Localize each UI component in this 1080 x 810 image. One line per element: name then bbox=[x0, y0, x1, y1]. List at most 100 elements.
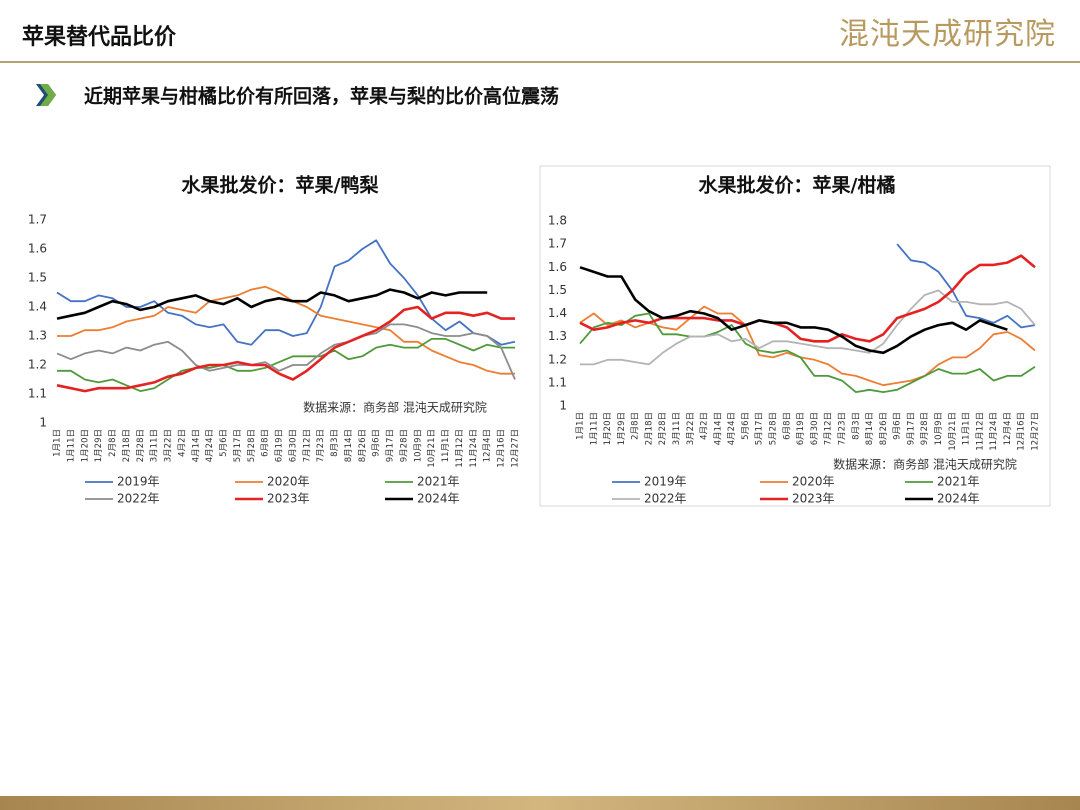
x-tick-label: 5月17日 bbox=[755, 412, 765, 445]
x-tick-label: 1月1日 bbox=[53, 429, 63, 457]
legend-label: 2023年 bbox=[267, 492, 310, 506]
x-tick-label: 2月18日 bbox=[122, 429, 132, 462]
x-tick-label: 4月14日 bbox=[713, 412, 723, 445]
x-tick-label: 1月11日 bbox=[589, 412, 599, 445]
legend-label: 2020年 bbox=[792, 475, 835, 489]
y-tick-label: 1.4 bbox=[28, 300, 47, 314]
y-tick-label: 1.1 bbox=[28, 387, 47, 401]
x-tick-label: 11月24日 bbox=[469, 429, 479, 468]
x-tick-label: 6月19日 bbox=[796, 412, 806, 445]
x-tick-label: 9月17日 bbox=[906, 412, 916, 445]
x-tick-label: 1月29日 bbox=[94, 429, 104, 462]
x-tick-label: 7月12日 bbox=[302, 429, 312, 462]
x-tick-label: 5月28日 bbox=[247, 429, 257, 462]
x-tick-label: 5月6日 bbox=[741, 412, 751, 440]
legend-label: 2022年 bbox=[644, 492, 687, 506]
x-tick-label: 2月18日 bbox=[644, 412, 654, 445]
series-line bbox=[56, 288, 488, 320]
x-tick-label: 9月6日 bbox=[372, 429, 382, 457]
logo: 混沌天成研究院 bbox=[839, 17, 1056, 52]
series-line bbox=[580, 289, 1036, 366]
x-tick-label: 7月23日 bbox=[316, 429, 326, 462]
series-line bbox=[579, 312, 1036, 393]
x-tick-label: 2月28日 bbox=[658, 412, 668, 445]
x-tick-label: 8月3日 bbox=[330, 429, 340, 457]
x-tick-label: 12月16日 bbox=[1017, 412, 1027, 451]
chart-title: 水果批发价：苹果/鸭梨 bbox=[182, 174, 380, 197]
x-tick-label: 10月9日 bbox=[934, 412, 944, 445]
x-tick-label: 12月4日 bbox=[483, 429, 493, 462]
x-tick-label: 4月24日 bbox=[727, 412, 737, 445]
x-tick-label: 6月30日 bbox=[288, 429, 298, 462]
x-tick-label: 5月28日 bbox=[769, 412, 779, 445]
x-tick-label: 6月8日 bbox=[782, 412, 792, 440]
x-tick-label: 5月17日 bbox=[233, 429, 243, 462]
x-tick-label: 3月22日 bbox=[164, 429, 174, 462]
x-tick-label: 1月20日 bbox=[603, 412, 613, 445]
x-tick-label: 1月29日 bbox=[617, 412, 627, 445]
x-tick-label: 8月26日 bbox=[879, 412, 889, 445]
x-tick-label: 11月12日 bbox=[975, 412, 985, 451]
legend-label: 2021年 bbox=[937, 475, 980, 489]
legend-label: 2024年 bbox=[417, 492, 460, 506]
bullet-icon-accent bbox=[40, 84, 56, 106]
source-note: 数据来源：商务部 混沌天成研究院 bbox=[303, 400, 487, 415]
x-tick-label: 10月21日 bbox=[948, 412, 958, 451]
series-line bbox=[57, 285, 515, 375]
series-line bbox=[57, 338, 515, 392]
legend-label: 2022年 bbox=[117, 492, 160, 506]
y-tick-label: 1.6 bbox=[548, 260, 567, 274]
x-tick-label: 2月8日 bbox=[108, 429, 118, 457]
x-tick-label: 2月28日 bbox=[136, 429, 146, 462]
x-tick-label: 11月1日 bbox=[441, 429, 451, 462]
x-tick-label: 11月12日 bbox=[455, 429, 465, 468]
footer-bar bbox=[0, 796, 1080, 810]
x-tick-label: 4月24日 bbox=[205, 429, 215, 462]
x-tick-label: 3月11日 bbox=[672, 412, 682, 445]
x-tick-label: 9月28日 bbox=[920, 412, 930, 445]
x-tick-label: 3月22日 bbox=[686, 412, 696, 445]
x-tick-label: 12月27日 bbox=[1031, 412, 1041, 451]
legend-label: 2020年 bbox=[267, 475, 310, 489]
y-tick-label: 1.4 bbox=[548, 306, 567, 320]
series-line bbox=[56, 239, 516, 346]
subtitle: 近期苹果与柑橘比价有所回落，苹果与梨的比价高位震荡 bbox=[84, 85, 559, 108]
x-tick-label: 6月8日 bbox=[261, 429, 271, 457]
x-tick-label: 4月2日 bbox=[177, 429, 187, 457]
slide-title: 苹果替代品比价 bbox=[22, 25, 177, 50]
x-tick-label: 2月8日 bbox=[631, 412, 641, 440]
x-tick-label: 6月19日 bbox=[275, 429, 285, 462]
series-line bbox=[579, 254, 1036, 343]
legend-label: 2023年 bbox=[792, 492, 835, 506]
x-tick-label: 9月28日 bbox=[399, 429, 409, 462]
y-tick-label: 1.3 bbox=[28, 329, 47, 343]
y-tick-label: 1.7 bbox=[548, 237, 567, 251]
x-tick-label: 7月23日 bbox=[837, 412, 847, 445]
x-tick-label: 6月30日 bbox=[810, 412, 820, 445]
source-note: 数据来源：商务部 混沌天成研究院 bbox=[833, 457, 1017, 472]
x-tick-label: 7月12日 bbox=[824, 412, 834, 445]
x-tick-label: 10月21日 bbox=[427, 429, 437, 468]
x-tick-label: 1月20日 bbox=[80, 429, 90, 462]
header-rule bbox=[0, 61, 1080, 63]
series-line bbox=[579, 266, 1008, 355]
x-tick-label: 4月14日 bbox=[191, 429, 201, 462]
x-tick-label: 10月9日 bbox=[413, 429, 423, 462]
y-tick-label: 1.2 bbox=[548, 352, 567, 366]
x-tick-label: 12月27日 bbox=[511, 429, 521, 468]
x-tick-label: 1月11日 bbox=[66, 429, 76, 462]
x-tick-label: 5月6日 bbox=[219, 429, 229, 457]
x-tick-label: 8月26日 bbox=[358, 429, 368, 462]
legend-label: 2019年 bbox=[644, 475, 687, 489]
y-tick-label: 1.5 bbox=[548, 283, 567, 297]
legend-label: 2019年 bbox=[117, 475, 160, 489]
y-tick-label: 1 bbox=[559, 399, 567, 413]
y-tick-label: 1.7 bbox=[28, 213, 47, 227]
legend-label: 2021年 bbox=[417, 475, 460, 489]
y-tick-label: 1.8 bbox=[548, 214, 567, 228]
x-tick-label: 8月3日 bbox=[851, 412, 861, 440]
x-tick-label: 1月1日 bbox=[576, 412, 586, 440]
y-tick-label: 1.1 bbox=[548, 375, 567, 389]
x-tick-label: 9月17日 bbox=[386, 429, 396, 462]
x-tick-label: 12月4日 bbox=[1003, 412, 1013, 445]
